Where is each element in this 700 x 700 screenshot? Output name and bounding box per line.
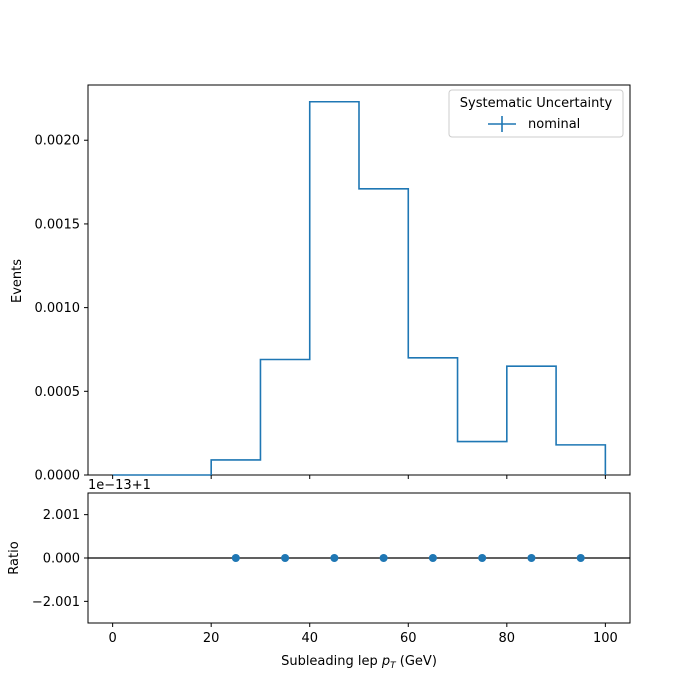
main-panel: 0.0000 0.0005 0.0010 0.0015 0.0020 Events Sy… xyxy=(10,84,631,484)
x-tick-label: 80 xyxy=(499,631,516,646)
main-plot-frame xyxy=(87,84,631,476)
main-y-axis-label: Events xyxy=(10,259,25,303)
x-axis-label: Subleading lep pT (GeV) xyxy=(281,654,437,671)
main-y-tick-label: 0.0020 xyxy=(35,134,81,149)
ratio-y-tick-label: 2.001 xyxy=(43,508,80,523)
legend: Systematic Uncertainty nominal xyxy=(448,89,624,138)
ratio-y-axis-label: Ratio xyxy=(7,541,22,574)
legend-marker-nominal xyxy=(488,116,516,132)
x-tick-label: 40 xyxy=(301,631,318,646)
ratio-x-ticks: 0 20 40 60 80 100 xyxy=(108,623,618,646)
ratio-panel: 2.001 0.000 −2.001 0 20 40 60 80 100 1e−13+1 Ra… xyxy=(7,478,631,671)
main-y-tick-label: 0.0010 xyxy=(35,301,81,316)
legend-title: Systematic Uncertainty xyxy=(460,96,613,111)
ratio-y-tick-label: 0.000 xyxy=(43,552,80,567)
main-y-tick-label: 0.0005 xyxy=(35,385,81,400)
x-tick-label: 60 xyxy=(400,631,417,646)
main-x-ticks xyxy=(112,475,606,479)
ratio-point xyxy=(281,554,290,562)
main-y-tick-label: 0.0015 xyxy=(35,217,81,232)
x-tick-label: 0 xyxy=(108,631,116,646)
main-y-ticks: 0.0000 0.0005 0.0010 0.0015 0.0020 xyxy=(35,134,88,484)
ratio-point xyxy=(527,554,536,562)
legend-frame xyxy=(448,89,624,138)
ratio-point xyxy=(231,554,240,562)
ratio-points xyxy=(231,554,585,562)
x-tick-label: 100 xyxy=(593,631,618,646)
legend-label-nominal: nominal xyxy=(528,117,580,132)
x-tick-label: 20 xyxy=(203,631,220,646)
ratio-point xyxy=(478,554,487,562)
ratio-point xyxy=(379,554,388,562)
ratio-point xyxy=(428,554,437,562)
ratio-y-tick-label: −2.001 xyxy=(32,595,80,610)
ratio-offset-label: 1e−13+1 xyxy=(88,478,151,493)
ratio-point xyxy=(330,554,339,562)
ratio-point xyxy=(576,554,585,562)
nominal-histogram-line xyxy=(112,100,607,476)
ratio-y-ticks: 2.001 0.000 −2.001 xyxy=(32,508,88,610)
main-y-tick-label: 0.0000 xyxy=(35,469,81,484)
